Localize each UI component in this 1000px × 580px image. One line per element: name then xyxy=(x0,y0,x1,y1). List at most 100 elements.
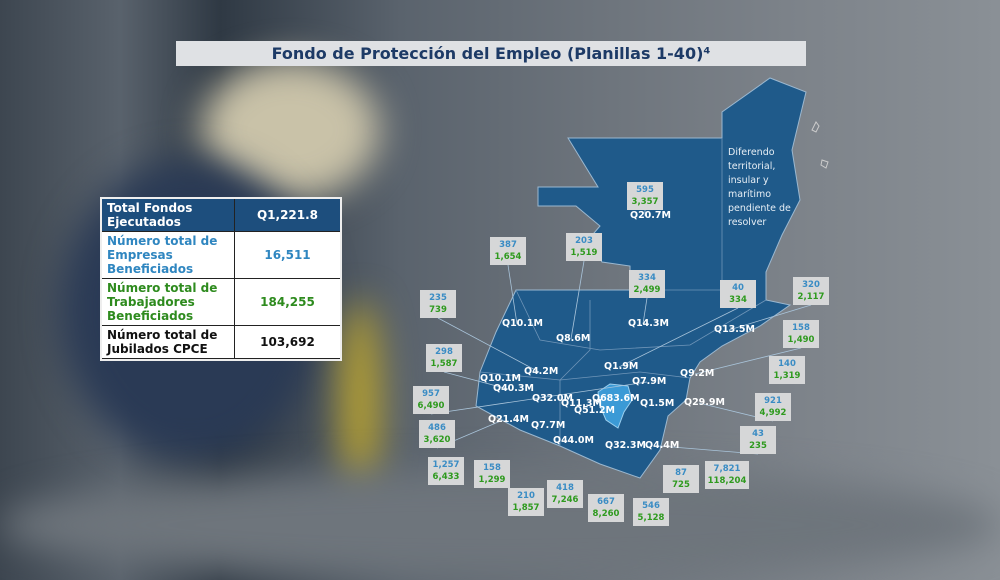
department-box: 203 1,519 xyxy=(566,233,602,261)
region-amount: Q51.2M xyxy=(574,405,615,416)
department-box: 486 3,620 xyxy=(419,420,455,448)
region-amount: Q1.5M xyxy=(640,398,675,409)
empresas-count: 210 xyxy=(517,491,535,501)
trabajadores-count: 739 xyxy=(429,305,447,315)
trabajadores-count: 1,490 xyxy=(787,335,815,345)
summary-label: Total Fondos Ejecutados xyxy=(102,199,235,232)
empresas-count: 298 xyxy=(435,347,453,357)
trabajadores-count: 2,499 xyxy=(633,285,661,295)
summary-label: Número total de Trabajadores Beneficiado… xyxy=(102,278,235,326)
region-amount: Q4.4M xyxy=(645,440,680,451)
region-amount: Q683.6M xyxy=(592,393,640,404)
department-box: 546 5,128 xyxy=(633,498,669,526)
department-box: 957 6,490 xyxy=(413,386,449,414)
trabajadores-count: 118,204 xyxy=(707,476,747,486)
department-box: 7,821 118,204 xyxy=(705,461,749,489)
summary-value: Q1,221.8 xyxy=(234,199,340,232)
department-box: 210 1,857 xyxy=(508,488,544,516)
summary-label: Número total de Jubilados CPCE xyxy=(102,325,235,359)
summary-label: Número total de Empresas Beneficiados xyxy=(102,231,235,279)
leader-line xyxy=(618,307,739,368)
trabajadores-count: 1,299 xyxy=(478,475,506,485)
summary-row: Número total de Trabajadores Beneficiado… xyxy=(102,278,340,326)
department-box: 43 235 xyxy=(740,426,776,454)
department-box: 235 739 xyxy=(420,290,456,318)
empresas-count: 40 xyxy=(732,283,744,293)
region-amount: Q9.2M xyxy=(680,368,715,379)
trabajadores-count: 3,620 xyxy=(423,435,451,445)
region-amount: Q44.0M xyxy=(553,435,594,446)
summary-row: Total Fondos Ejecutados Q1,221.8 xyxy=(102,199,340,232)
empresas-count: 667 xyxy=(597,497,615,507)
trabajadores-count: 235 xyxy=(749,441,767,451)
map-border xyxy=(515,289,767,351)
region-amount: Q14.3M xyxy=(628,318,669,329)
department-box: 418 7,246 xyxy=(547,480,583,508)
trabajadores-count: 5,128 xyxy=(637,513,665,523)
department-box: 158 1,299 xyxy=(474,460,510,488)
trabajadores-count: 1,587 xyxy=(430,359,458,369)
empresas-count: 1,257 xyxy=(432,460,460,470)
region-amount: Q8.6M xyxy=(556,333,591,344)
leader-line xyxy=(642,297,648,325)
department-box: 158 1,490 xyxy=(783,320,819,348)
trabajadores-count: 334 xyxy=(729,295,747,305)
region-amount: Q13.5M xyxy=(714,324,755,335)
summary-row: Número total de Jubilados CPCE 103,692 xyxy=(102,325,340,359)
region-amount: Q7.7M xyxy=(531,420,566,431)
empresas-count: 418 xyxy=(556,483,574,493)
region-amount: Q32.3M xyxy=(605,440,646,451)
trabajadores-count: 6,433 xyxy=(432,472,460,482)
trabajadores-count: 6,490 xyxy=(417,401,445,411)
leader-line xyxy=(437,317,540,373)
map-islands xyxy=(811,121,829,169)
trabajadores-count: 725 xyxy=(672,480,690,490)
trabajadores-count: 2,117 xyxy=(797,292,825,302)
leader-line xyxy=(694,347,802,375)
empresas-count: 320 xyxy=(802,280,820,290)
territorial-note: Diferendo territorial, insular y marítim… xyxy=(728,147,791,228)
region-amount: Q10.1M xyxy=(502,318,543,329)
department-box: 298 1,587 xyxy=(426,344,462,372)
empresas-count: 158 xyxy=(792,323,810,333)
department-box: 387 1,654 xyxy=(490,237,526,265)
trabajadores-count: 8,260 xyxy=(592,509,620,519)
summary-value: 184,255 xyxy=(234,278,340,326)
department-box: 87 725 xyxy=(663,465,699,493)
trabajadores-count: 1,319 xyxy=(773,371,801,381)
region-amount: Q40.3M xyxy=(493,383,534,394)
department-box: 921 4,992 xyxy=(755,393,791,421)
background-photo-3 xyxy=(340,300,380,500)
department-box: 595 3,357 xyxy=(627,182,663,210)
empresas-count: 203 xyxy=(575,236,593,246)
trabajadores-count: 4,992 xyxy=(759,408,787,418)
empresas-count: 486 xyxy=(428,423,446,433)
leader-lines xyxy=(430,210,812,455)
leader-line xyxy=(507,264,518,325)
empresas-count: 43 xyxy=(752,429,764,439)
department-box: 40 334 xyxy=(720,280,756,308)
region-amount: Q10.1M xyxy=(480,373,521,384)
empresas-count: 387 xyxy=(499,240,517,250)
leader-line xyxy=(728,304,812,331)
trabajadores-count: 3,357 xyxy=(631,197,659,207)
region-amount: Q32.0M xyxy=(532,393,573,404)
region-amount: Q7.9M xyxy=(632,376,667,387)
region-amount: Q29.9M xyxy=(684,397,725,408)
empresas-count: 7,821 xyxy=(713,464,741,474)
region-amount: Q21.4M xyxy=(488,414,529,425)
empresas-count: 957 xyxy=(422,389,440,399)
department-box: 140 1,319 xyxy=(769,356,805,384)
summary-row: Número total de Empresas Beneficiados 16,… xyxy=(102,231,340,279)
trabajadores-count: 1,654 xyxy=(494,252,522,262)
summary-value: 103,692 xyxy=(234,325,340,359)
region-amount: Q20.7M xyxy=(630,210,671,221)
summary-table: Total Fondos Ejecutados Q1,221.8 Número to… xyxy=(100,197,342,361)
empresas-count: 334 xyxy=(638,273,656,283)
region-amount: Q11.3M xyxy=(561,398,602,409)
department-box: 320 2,117 xyxy=(793,277,829,305)
department-box: 667 8,260 xyxy=(588,494,624,522)
trabajadores-count: 1,857 xyxy=(512,503,540,513)
trabajadores-count: 1,519 xyxy=(570,248,598,258)
map-border xyxy=(479,371,691,381)
